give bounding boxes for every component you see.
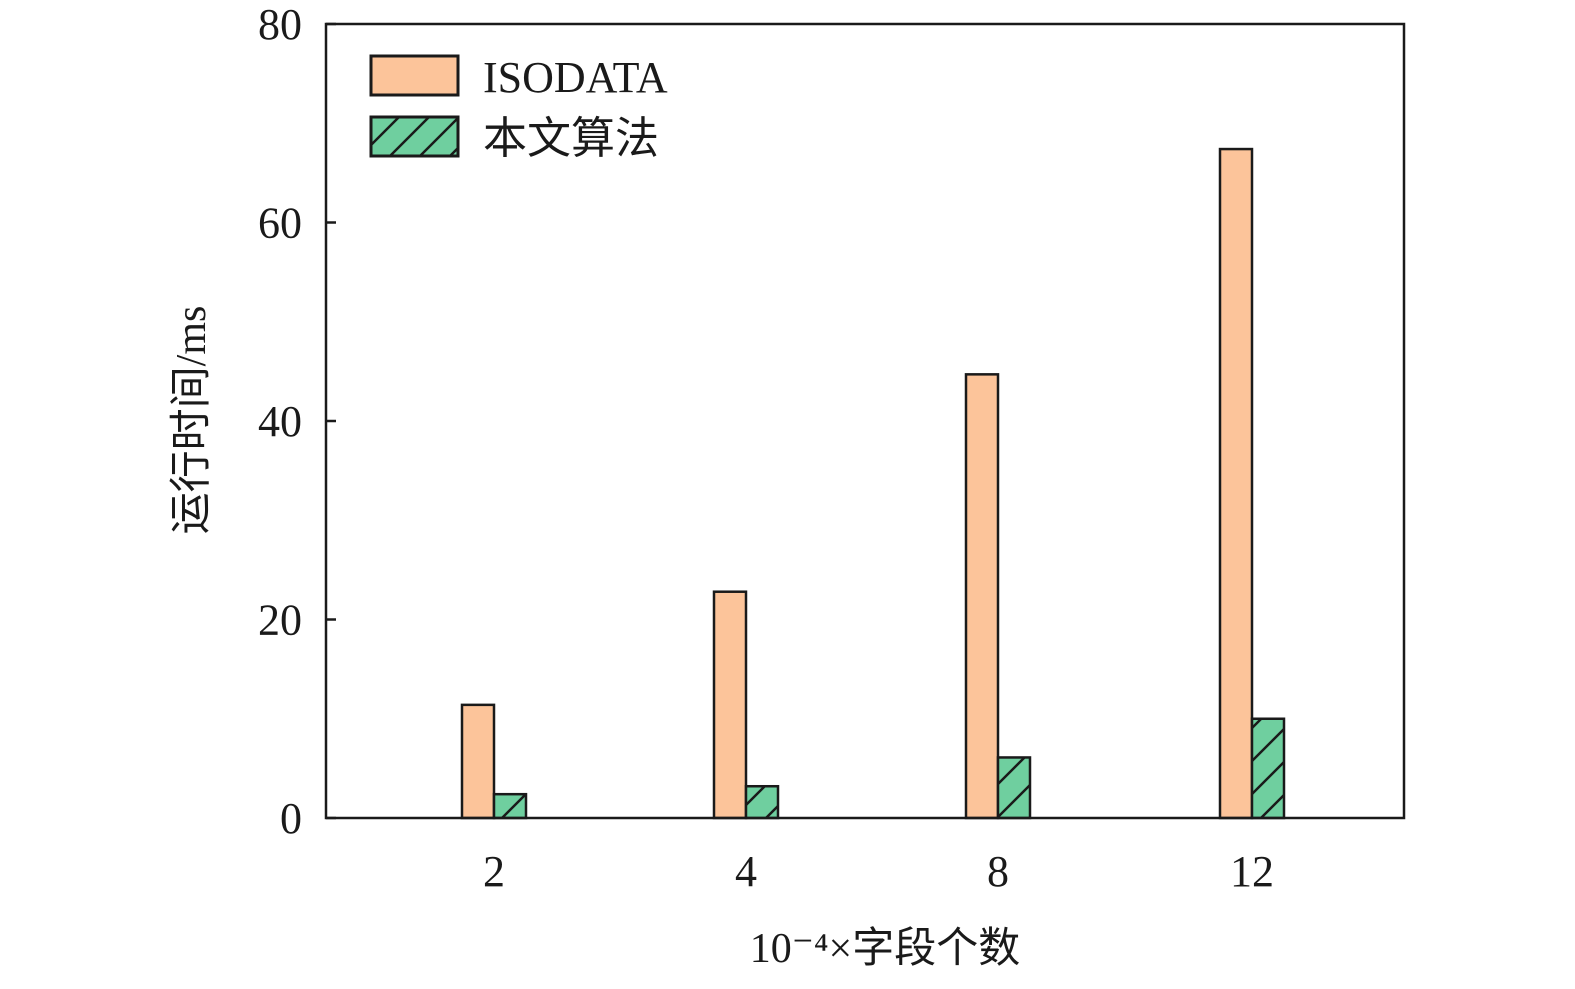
y-tick-label: 20	[258, 596, 302, 645]
bar-ours-12	[1250, 717, 1286, 820]
legend-label-ours: 本文算法	[483, 114, 659, 163]
bar-isodata-12	[1218, 147, 1254, 820]
x-tick-label: 8	[987, 847, 1009, 896]
bar-isodata-4	[712, 590, 748, 820]
y-tick-label: 0	[280, 794, 302, 843]
y-tick-label: 40	[258, 397, 302, 446]
y-tick-label: 60	[258, 199, 302, 248]
x-axis-label: 10⁻⁴×字段个数	[750, 925, 1021, 972]
bar-ours-8	[996, 756, 1032, 820]
bar-isodata-8	[964, 373, 1000, 820]
legend: ISODATA 本文算法	[369, 53, 668, 163]
bar-ours-2	[492, 792, 528, 820]
bar-ours-4	[744, 784, 780, 820]
legend-swatch-isodata	[369, 54, 460, 97]
y-tick-label: 80	[258, 0, 302, 49]
x-tick-label: 12	[1230, 847, 1274, 896]
y-axis-label: 运行时间/ms	[169, 306, 215, 535]
x-tick-label: 2	[483, 847, 505, 896]
legend-swatch-ours	[369, 115, 460, 158]
x-tick-label: 4	[735, 847, 757, 896]
bar-isodata-2	[460, 703, 496, 820]
legend-label-isodata: ISODATA	[483, 53, 668, 102]
